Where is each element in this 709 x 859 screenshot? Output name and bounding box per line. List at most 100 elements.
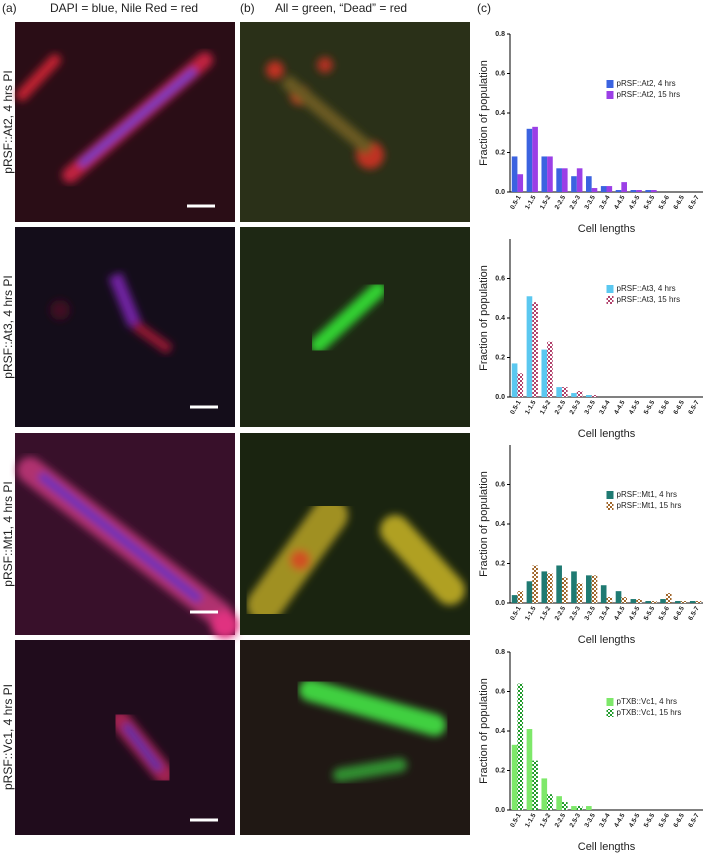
x-tick-label: 5-5.5 bbox=[643, 194, 657, 211]
x-tick-label: 2.5-3 bbox=[569, 812, 583, 829]
micrograph bbox=[240, 227, 470, 427]
bar bbox=[576, 391, 583, 397]
x-tick-label: 3-3.5 bbox=[583, 605, 597, 622]
micrograph bbox=[240, 640, 470, 835]
x-tick-label: 2.5-3 bbox=[569, 194, 583, 211]
x-tick-label: 5.5-6 bbox=[658, 605, 672, 622]
bar bbox=[571, 176, 577, 192]
bar bbox=[636, 599, 642, 603]
x-axis-label: Cell lengths bbox=[578, 634, 636, 646]
x-tick-label: 1.5-2 bbox=[539, 399, 553, 416]
x-tick-label: 6.5-7 bbox=[687, 194, 701, 211]
x-tick-label: 2-2.5 bbox=[554, 605, 568, 622]
row-label: pRSF::At3, 4 hrs PI bbox=[1, 275, 15, 378]
x-tick-label: 0.5-1 bbox=[509, 812, 523, 829]
x-tick-label: 6.5-7 bbox=[687, 605, 701, 622]
bar bbox=[576, 806, 583, 810]
bar bbox=[621, 182, 627, 192]
micrograph bbox=[240, 22, 470, 222]
bar bbox=[665, 593, 672, 603]
bar bbox=[591, 395, 598, 397]
x-tick-label: 4.5-5 bbox=[628, 194, 642, 211]
x-tick-label: 1-1.5 bbox=[524, 812, 538, 829]
legend-swatch bbox=[606, 491, 614, 499]
row-label: pRSF::At2, 4 hrs PI bbox=[1, 70, 15, 173]
y-axis-label: Fraction of population bbox=[478, 60, 490, 166]
bar bbox=[591, 188, 598, 192]
column-title: All = green, “Dead” = red bbox=[275, 1, 407, 15]
x-tick-label: 3-3.5 bbox=[583, 194, 597, 211]
y-tick-label: 0.0 bbox=[495, 394, 505, 401]
bar bbox=[615, 190, 622, 192]
bar bbox=[526, 729, 533, 810]
legend-swatch bbox=[606, 698, 614, 706]
bar bbox=[591, 575, 598, 603]
legend-label: pRSF::At3, 15 hrs bbox=[617, 295, 681, 304]
legend-swatch bbox=[606, 296, 614, 304]
bar bbox=[561, 802, 568, 810]
legend-label: pRSF::At2, 4 hrs bbox=[617, 79, 676, 88]
bar bbox=[526, 581, 533, 603]
y-tick-label: 0.6 bbox=[495, 688, 505, 695]
bar bbox=[586, 395, 592, 397]
bar bbox=[517, 683, 524, 810]
bar bbox=[532, 126, 538, 192]
y-tick-label: 0.8 bbox=[495, 31, 505, 38]
y-tick-label: 0.6 bbox=[495, 481, 505, 488]
x-tick-label: 4-4.5 bbox=[613, 399, 627, 416]
x-tick-label: 1-1.5 bbox=[524, 399, 538, 416]
legend-swatch bbox=[606, 709, 614, 717]
x-tick-label: 1.5-2 bbox=[539, 194, 553, 211]
y-tick-label: 0.4 bbox=[495, 521, 505, 528]
x-tick-label: 5.5-6 bbox=[658, 399, 672, 416]
bar bbox=[660, 599, 666, 603]
bar bbox=[576, 583, 583, 603]
row-label: pRSF::Vc1, 4 hrs PI bbox=[1, 684, 15, 790]
bar bbox=[586, 575, 592, 603]
y-tick-label: 0.6 bbox=[495, 275, 505, 282]
bar bbox=[675, 601, 681, 603]
bar bbox=[571, 393, 577, 397]
x-tick-label: 3-3.5 bbox=[583, 812, 597, 829]
micrograph-cells bbox=[110, 710, 175, 785]
y-tick-label: 0.2 bbox=[495, 354, 505, 361]
micrograph-cells bbox=[50, 272, 174, 355]
x-tick-label: 1-1.5 bbox=[524, 605, 538, 622]
bar bbox=[571, 806, 577, 810]
y-axis-label: Fraction of population bbox=[478, 471, 490, 577]
bar bbox=[547, 794, 553, 810]
legend-swatch bbox=[606, 502, 614, 510]
bar bbox=[630, 599, 637, 603]
bar bbox=[541, 571, 548, 603]
bar bbox=[586, 176, 592, 192]
bar bbox=[561, 387, 568, 397]
x-tick-label: 3.5-4 bbox=[598, 194, 612, 211]
bar bbox=[695, 601, 702, 603]
micrograph-cells bbox=[247, 497, 465, 623]
x-tick-label: 3.5-4 bbox=[598, 399, 612, 416]
x-tick-label: 4.5-5 bbox=[628, 605, 642, 622]
x-tick-label: 4-4.5 bbox=[613, 194, 627, 211]
bar bbox=[621, 597, 627, 603]
bar bbox=[636, 190, 642, 192]
x-tick-label: 5-5.5 bbox=[643, 399, 657, 416]
legend-label: pTXB::Vc1, 15 hrs bbox=[617, 708, 682, 717]
x-tick-label: 3.5-4 bbox=[598, 812, 612, 829]
x-axis-label: Cell lengths bbox=[578, 223, 636, 235]
y-tick-label: 0.4 bbox=[495, 110, 505, 117]
bar bbox=[517, 174, 524, 192]
bar bbox=[532, 760, 538, 810]
bar bbox=[511, 363, 518, 397]
bar bbox=[689, 601, 696, 603]
x-tick-label: 6.5-7 bbox=[687, 399, 701, 416]
bar bbox=[526, 128, 533, 192]
bar bbox=[526, 296, 533, 397]
x-axis-label: Cell lengths bbox=[578, 428, 636, 440]
x-tick-label: 1.5-2 bbox=[539, 605, 553, 622]
x-tick-label: 2.5-3 bbox=[569, 605, 583, 622]
x-tick-label: 4.5-5 bbox=[628, 399, 642, 416]
y-axis-label: Fraction of population bbox=[478, 678, 490, 784]
bar bbox=[600, 585, 607, 603]
bar bbox=[630, 190, 637, 192]
